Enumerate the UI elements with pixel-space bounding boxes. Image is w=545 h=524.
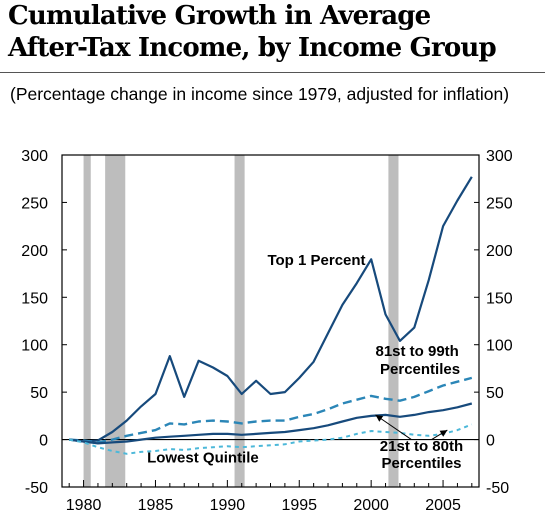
y-tick-label-right: 250 — [486, 195, 513, 212]
series-label-4: Lowest Quintile — [147, 449, 259, 466]
x-tick-label: 2000 — [353, 497, 389, 514]
y-tick-label-left: 300 — [21, 148, 48, 165]
x-tick-label: 2005 — [425, 497, 461, 514]
recession-band-1 — [83, 155, 91, 487]
series-line-3 — [69, 402, 473, 445]
x-tick-label: 1995 — [281, 497, 317, 514]
y-tick-label-left: -50 — [25, 480, 48, 497]
chart-title-line-1: Cumulative Growth in Average — [8, 1, 431, 31]
series-line-4 — [69, 423, 473, 455]
series-label-2: 81st to 99th — [375, 343, 458, 360]
annotation-arrow-1 — [375, 414, 412, 440]
y-tick-label-left: 250 — [21, 195, 48, 212]
recession-band-2 — [105, 155, 126, 487]
x-tick-label: 1985 — [138, 497, 174, 514]
series-label-3: Percentiles — [380, 361, 460, 378]
series-label-6: Percentiles — [381, 455, 461, 472]
chart-subtitle: (Percentage change in income since 1979,… — [10, 84, 510, 104]
series-line-2 — [69, 376, 473, 444]
x-tick-label: 1990 — [210, 497, 246, 514]
y-tick-label-right: 50 — [486, 385, 504, 402]
chart-title: Cumulative Growth in Average After-Tax I… — [8, 0, 497, 64]
y-tick-label-left: 200 — [21, 243, 48, 260]
y-tick-label-left: 150 — [21, 290, 48, 307]
y-tick-label-right: 150 — [486, 290, 513, 307]
series-label-1: Top 1 Percent — [267, 252, 365, 269]
y-tick-label-right: 100 — [486, 338, 513, 355]
recession-band-3 — [234, 155, 245, 487]
y-tick-label-left: 0 — [39, 433, 48, 450]
chart-title-line-2: After-Tax Income, by Income Group — [8, 33, 497, 63]
annotation-arrowhead-1 — [375, 414, 384, 422]
y-tick-label-left: 50 — [30, 385, 48, 402]
y-tick-label-right: 300 — [486, 148, 513, 165]
y-tick-label-right: 0 — [486, 433, 495, 450]
y-tick-label-right: 200 — [486, 243, 513, 260]
annotation-arrowhead-2 — [439, 430, 448, 437]
recession-band-4 — [388, 155, 399, 487]
x-tick-label: 1980 — [66, 497, 102, 514]
y-tick-label-right: -50 — [486, 480, 509, 497]
series-line-1 — [69, 176, 473, 443]
series-label-5: 21st to 80th — [380, 438, 463, 455]
title-divider — [0, 72, 545, 73]
y-tick-label-left: 100 — [21, 338, 48, 355]
